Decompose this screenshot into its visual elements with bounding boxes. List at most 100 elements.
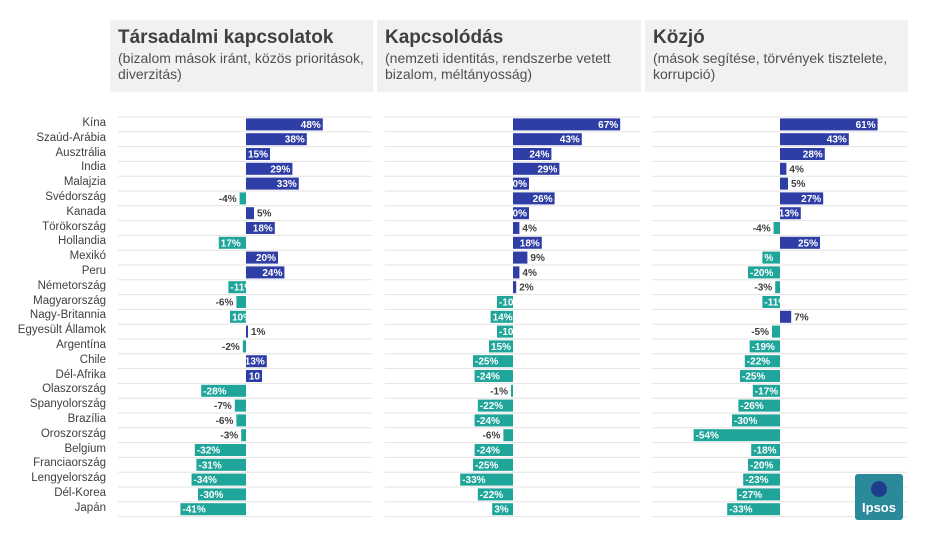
bar — [693, 429, 780, 442]
data-label: -24% — [477, 416, 500, 427]
country-label: Kína — [82, 117, 106, 129]
bar — [201, 384, 246, 397]
data-label: -10% — [499, 327, 522, 338]
bar — [751, 444, 780, 456]
bar — [196, 458, 246, 471]
data-label: 28% — [803, 150, 823, 161]
data-label: -25% — [742, 372, 765, 383]
bar — [780, 118, 878, 131]
bar — [775, 281, 780, 294]
data-label: -22% — [480, 401, 503, 412]
data-label: -31% — [198, 460, 221, 471]
bar — [738, 399, 780, 412]
data-label: 18% — [520, 238, 540, 249]
bar — [234, 399, 246, 412]
ipsos-logo-text: Ipsos — [862, 500, 896, 515]
data-label: 61% — [856, 120, 876, 131]
bar — [748, 266, 780, 279]
data-label: -22% — [480, 490, 503, 501]
panel-title: Közjó — [653, 27, 705, 48]
bar — [246, 222, 275, 234]
data-label: % — [764, 253, 773, 264]
data-label: -19% — [752, 342, 775, 353]
bar — [780, 310, 792, 323]
data-label: 27% — [801, 194, 821, 205]
bar — [513, 148, 552, 160]
country-label: Peru — [81, 265, 106, 277]
data-label: -3% — [220, 431, 238, 442]
panel-header-connection: Kapcsolódás (nemzeti identitás, rendszer… — [377, 20, 641, 92]
bar — [740, 370, 780, 382]
country-label: Belgium — [64, 442, 106, 455]
bar — [236, 296, 246, 308]
country-label: Dél-Afrika — [55, 368, 106, 381]
bar — [489, 340, 513, 353]
bar — [180, 503, 246, 516]
data-label: -34% — [194, 475, 217, 486]
panel-subtitle: (nemzeti identitás, rendszerbe vetett bi… — [385, 50, 611, 82]
data-label: 15% — [491, 342, 511, 353]
bar — [752, 384, 780, 397]
country-label: Dél-Korea — [54, 487, 106, 499]
data-label: 4% — [789, 164, 804, 175]
bar — [474, 414, 513, 427]
ipsos-logo: Ipsos — [855, 474, 903, 520]
bar — [228, 281, 246, 294]
data-label: -24% — [477, 446, 500, 457]
bar — [762, 296, 780, 308]
bar — [780, 162, 787, 175]
panel-title: Kapcsolódás — [385, 27, 504, 48]
data-label: -27% — [739, 490, 762, 501]
data-label: -7% — [214, 401, 232, 412]
country-label: Brazília — [67, 413, 106, 425]
bar — [246, 251, 278, 264]
data-label: 17% — [221, 238, 241, 249]
data-label: 2% — [519, 283, 534, 294]
data-label: -33% — [462, 475, 485, 486]
bar — [780, 177, 788, 190]
bar — [477, 399, 513, 412]
bar — [473, 458, 513, 471]
data-label: -20% — [750, 460, 773, 471]
bar — [513, 222, 520, 234]
bar — [246, 207, 254, 220]
panel-subtitle: (bizalom mások iránt, közös prioritások,… — [118, 50, 364, 82]
bar — [503, 429, 513, 442]
bar — [780, 192, 824, 205]
data-label: 3% — [494, 505, 509, 516]
bar — [497, 296, 513, 308]
data-label: 1% — [251, 327, 266, 338]
data-label: 48% — [301, 120, 321, 131]
bar — [191, 473, 246, 486]
data-label: 5% — [791, 179, 806, 190]
data-label: -4% — [753, 224, 771, 235]
country-label: Svédország — [45, 191, 106, 203]
bar — [749, 340, 780, 353]
data-label: 29% — [270, 164, 290, 175]
country-label: Németország — [37, 279, 106, 292]
bar — [473, 355, 513, 368]
panel-header-common-good: Közjó (mások segítése, törvények tisztel… — [645, 20, 908, 92]
data-label: -28% — [203, 386, 226, 397]
country-label: India — [81, 161, 106, 174]
country-label: Mexikó — [69, 250, 106, 263]
data-label: -32% — [197, 446, 220, 457]
country-label: Magyarország — [33, 294, 106, 307]
bar — [727, 503, 780, 516]
data-label: -26% — [740, 401, 763, 412]
country-label: Oroszország — [40, 427, 106, 440]
country-label: Chile — [79, 353, 106, 366]
data-label: 4% — [522, 224, 537, 235]
data-label: -20% — [750, 268, 773, 279]
data-label: 25% — [798, 238, 818, 249]
country-label: Franciaország — [33, 457, 106, 470]
data-label: 24% — [262, 268, 282, 279]
data-label: -30% — [734, 416, 757, 427]
country-label: Nagy-Britannia — [29, 309, 106, 322]
bar — [748, 458, 780, 471]
data-label: 7% — [794, 312, 809, 323]
data-label: -24% — [477, 372, 500, 383]
bar — [246, 118, 323, 131]
data-label: -11% — [230, 283, 253, 294]
